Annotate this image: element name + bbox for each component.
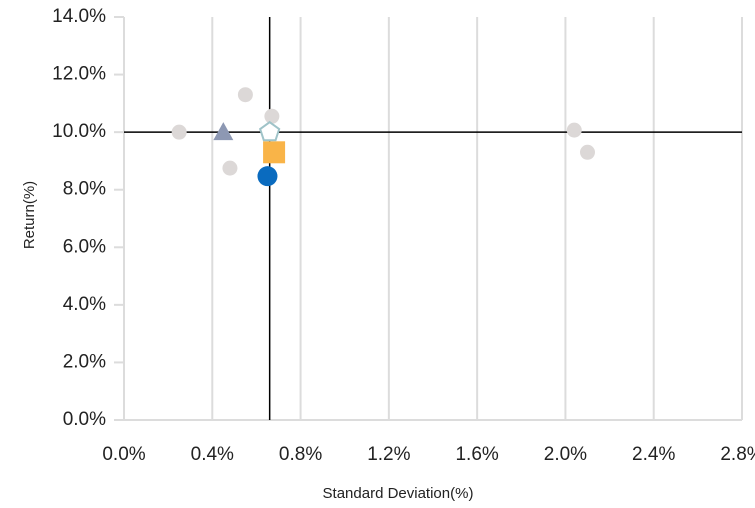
point [257,166,278,187]
point [264,108,280,124]
x-tick-label: 0.0% [102,444,145,465]
y-tick-label: 4.0% [63,294,106,315]
point [237,87,253,103]
y-tick-label: 14.0% [52,6,106,27]
point [171,124,187,140]
y-tick-label: 6.0% [63,236,106,257]
x-tick-label: 0.8% [279,444,322,465]
x-tick-label: 2.0% [544,444,587,465]
point [566,122,582,138]
x-tick-label: 0.4% [191,444,234,465]
point [580,144,595,160]
y-tick-label: 12.0% [52,64,106,85]
y-tick-label: 8.0% [63,179,106,200]
x-tick-label: 2.8% [720,444,755,465]
y-axis-title: Return(%) [21,181,38,249]
x-tick-label: 1.2% [367,444,410,465]
point [258,120,281,142]
point [213,122,234,141]
x-tick-label: 2.4% [632,444,675,465]
point [263,141,286,164]
x-axis-title: Standard Deviation(%) [323,485,474,502]
y-tick-label: 2.0% [63,351,106,372]
y-tick-label: 10.0% [52,121,106,142]
point [222,160,238,176]
y-tick-label: 0.0% [63,409,106,430]
x-tick-label: 1.6% [455,444,498,465]
